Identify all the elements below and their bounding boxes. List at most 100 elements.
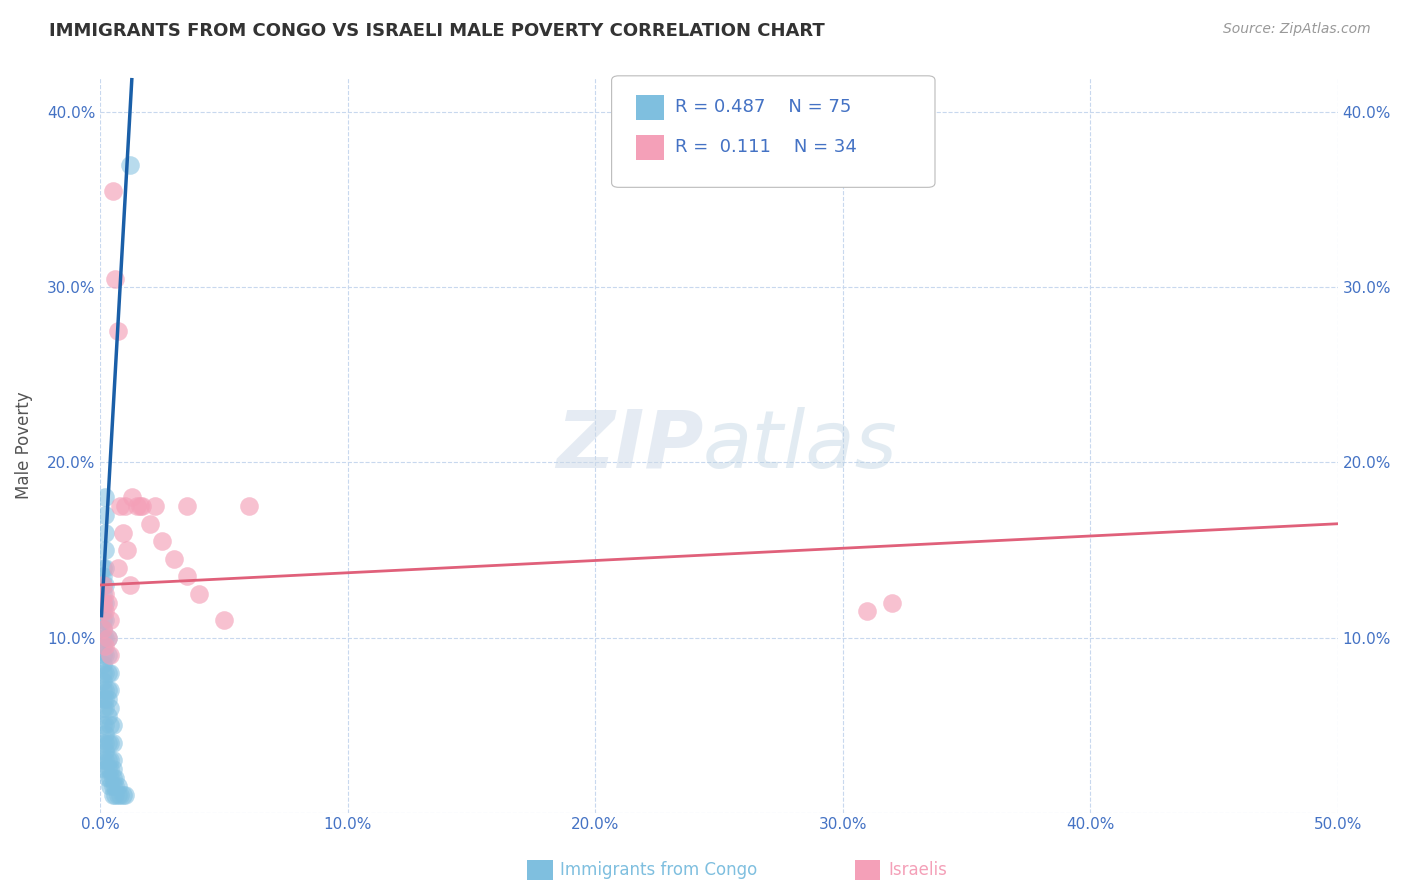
Point — [98, 665, 121, 680]
Point — [98, 771, 121, 785]
Point — [94, 691, 117, 706]
Text: IMMIGRANTS FROM CONGO VS ISRAELI MALE POVERTY CORRELATION CHART: IMMIGRANTS FROM CONGO VS ISRAELI MALE PO… — [49, 22, 825, 40]
Point — [91, 665, 114, 680]
Text: Source: ZipAtlas.com: Source: ZipAtlas.com — [1223, 22, 1371, 37]
Point — [94, 727, 117, 741]
Point — [139, 516, 162, 531]
Point — [94, 648, 117, 662]
Point — [98, 779, 121, 793]
Point — [111, 788, 134, 802]
Point — [94, 735, 117, 749]
Point — [108, 500, 131, 514]
Point — [176, 500, 198, 514]
Point — [856, 604, 879, 618]
Point — [94, 700, 117, 714]
Point — [91, 631, 114, 645]
Point — [97, 709, 120, 723]
Point — [98, 613, 121, 627]
Point — [94, 762, 117, 776]
Point — [131, 500, 153, 514]
Point — [98, 753, 121, 767]
Point — [94, 604, 117, 618]
Point — [94, 595, 117, 609]
Text: R =  0.111    N = 34: R = 0.111 N = 34 — [675, 138, 856, 156]
Point — [94, 508, 117, 522]
Text: Israelis: Israelis — [889, 861, 948, 879]
Point — [91, 560, 114, 574]
Point — [91, 587, 114, 601]
Point — [97, 762, 120, 776]
Point — [97, 665, 120, 680]
Point — [101, 771, 124, 785]
Point — [91, 700, 114, 714]
Point — [91, 753, 114, 767]
Point — [104, 271, 127, 285]
Point — [97, 691, 120, 706]
Point — [91, 595, 114, 609]
Point — [91, 718, 114, 732]
Point — [94, 753, 117, 767]
Point — [127, 500, 149, 514]
Point — [94, 560, 117, 574]
Point — [176, 569, 198, 583]
Point — [101, 779, 124, 793]
Point — [91, 604, 114, 618]
Point — [111, 525, 134, 540]
Point — [150, 534, 173, 549]
Y-axis label: Male Poverty: Male Poverty — [15, 392, 32, 499]
Point — [101, 788, 124, 802]
Point — [107, 324, 129, 338]
Point — [91, 691, 114, 706]
Point — [101, 753, 124, 767]
Point — [98, 683, 121, 698]
Point — [101, 762, 124, 776]
Point — [118, 578, 141, 592]
Point — [212, 613, 235, 627]
Text: R = 0.487    N = 75: R = 0.487 N = 75 — [675, 98, 851, 116]
Point — [97, 648, 120, 662]
Point — [97, 595, 120, 609]
Point — [94, 683, 117, 698]
Point — [94, 578, 117, 592]
Point — [238, 500, 260, 514]
Point — [97, 735, 120, 749]
Point — [94, 543, 117, 558]
Text: atlas: atlas — [703, 407, 898, 485]
Point — [91, 613, 114, 627]
Point — [94, 744, 117, 758]
Point — [91, 622, 114, 636]
Point — [97, 631, 120, 645]
Point — [98, 762, 121, 776]
Point — [104, 788, 127, 802]
Point — [104, 771, 127, 785]
Point — [91, 683, 114, 698]
Point — [91, 648, 114, 662]
Point — [107, 788, 129, 802]
Point — [882, 595, 904, 609]
Point — [114, 788, 136, 802]
Point — [91, 640, 114, 654]
Point — [108, 788, 131, 802]
Point — [94, 718, 117, 732]
Point — [91, 657, 114, 671]
Point — [101, 184, 124, 198]
Point — [107, 560, 129, 574]
Point — [97, 683, 120, 698]
Point — [97, 631, 120, 645]
Point — [91, 622, 114, 636]
Point — [98, 648, 121, 662]
Point — [91, 569, 114, 583]
Point — [97, 753, 120, 767]
Point — [163, 551, 186, 566]
Point — [117, 543, 139, 558]
Text: Immigrants from Congo: Immigrants from Congo — [560, 861, 756, 879]
Point — [98, 700, 121, 714]
Point — [94, 587, 117, 601]
Point — [101, 718, 124, 732]
Point — [94, 491, 117, 505]
Point — [121, 491, 143, 505]
Point — [118, 158, 141, 172]
Point — [91, 578, 114, 592]
Point — [98, 735, 121, 749]
Point — [128, 500, 150, 514]
